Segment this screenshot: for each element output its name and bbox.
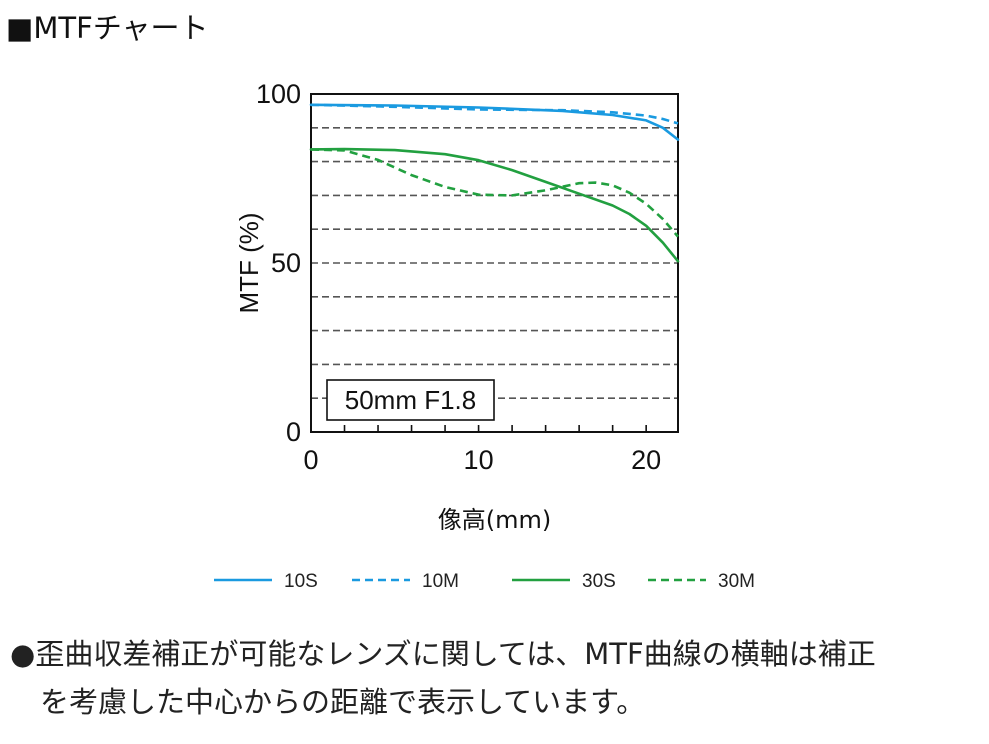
- y-axis-label: MTF (%): [234, 212, 264, 313]
- legend-label-10M: 10M: [422, 571, 459, 592]
- lens-label-box: [326, 379, 495, 421]
- x-tick-label: 20: [631, 445, 661, 475]
- x-axis-label: 像高(mm): [438, 506, 551, 534]
- note-line-2: を考慮した中心からの距離で表示しています。: [40, 685, 646, 719]
- page-heading: ■MTFチャート: [6, 11, 209, 45]
- legend-label-30M: 30M: [718, 571, 755, 592]
- y-tick-label: 0: [286, 417, 301, 447]
- series-line-30S: [309, 147, 680, 263]
- legend-label-10S: 10S: [284, 571, 318, 592]
- series-line-10M: [310, 103, 679, 125]
- x-tick-label: 0: [303, 445, 318, 475]
- mtf-chart: 0 50 100 0 10 20 MTF (%) 像高(mm) 50mm F1.8 10S 10M 3…: [214, 79, 755, 592]
- note-line-1: 歪曲収差補正が可能なレンズに関しては、MTF曲線の横軸は補正: [35, 637, 876, 671]
- footnote: ●歪曲収差補正が可能なレンズに関しては、MTF曲線の横軸は補正 を考慮した中心か…: [10, 630, 985, 726]
- series-line-30M: [310, 148, 679, 238]
- y-tick-label: 100: [256, 79, 301, 109]
- x-tick-label: 10: [464, 445, 494, 475]
- lens-label: 50mm F1.8: [345, 385, 477, 415]
- y-tick-label: 50: [271, 248, 301, 278]
- note-bullet: ●: [10, 637, 36, 671]
- plot-frame: [310, 93, 679, 433]
- series-line-10S: [309, 103, 680, 141]
- legend-label-30S: 30S: [582, 571, 616, 592]
